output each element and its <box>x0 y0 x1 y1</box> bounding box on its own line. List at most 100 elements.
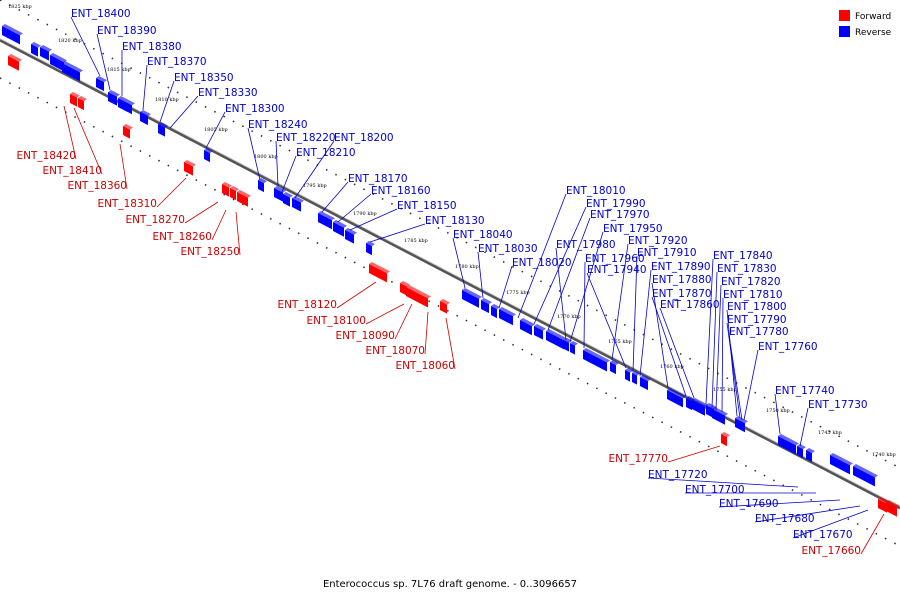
forward-gene[interactable] <box>400 281 410 296</box>
reverse-gene[interactable] <box>118 96 135 115</box>
reverse-gene[interactable] <box>333 220 347 237</box>
gene-label: ENT_17700 <box>685 484 745 496</box>
reverse-gene[interactable] <box>499 307 516 326</box>
reverse-gene[interactable] <box>667 388 686 408</box>
reverse-gene-label: ENT_18150 <box>349 200 457 231</box>
reverse-gene[interactable] <box>583 348 610 372</box>
reverse-gene[interactable] <box>140 110 151 126</box>
gene-label: ENT_18380 <box>122 41 182 53</box>
axis-tick-label: 1760 kbp <box>660 364 684 370</box>
reverse-gene[interactable] <box>108 90 120 106</box>
reverse-gene[interactable] <box>830 453 853 475</box>
reverse-gene[interactable] <box>462 288 482 308</box>
gene-label: ENT_17690 <box>719 498 779 510</box>
axis-tick-label: 1775 kbp <box>506 290 530 296</box>
reverse-gene-label: ENT_17890 <box>639 261 711 377</box>
reverse-gene[interactable] <box>318 211 335 230</box>
forward-gene-label: ENT_18260 <box>152 209 227 243</box>
reverse-gene-label: ENT_17830 <box>711 263 777 409</box>
forward-gene[interactable] <box>406 285 431 308</box>
reverse-gene[interactable] <box>797 444 806 459</box>
gene-label: ENT_18270 <box>125 214 185 226</box>
gene-label: ENT_18250 <box>180 246 240 258</box>
forward-gene-label: ENT_18070 <box>365 311 429 357</box>
reverse-gene-label: ENT_18300 <box>205 103 285 149</box>
reverse-gene-label: ENT_17670 <box>792 509 869 541</box>
reverse-gene[interactable] <box>50 53 67 72</box>
forward-gene[interactable] <box>70 92 80 107</box>
reverse-gene-label: ENT_18200 <box>294 132 394 199</box>
forward-gene[interactable] <box>123 124 133 139</box>
reverse-gene[interactable] <box>520 318 535 336</box>
gene-label: ENT_18420 <box>16 150 76 162</box>
reverse-gene-label: ENT_17860 <box>659 299 720 399</box>
reverse-gene[interactable] <box>625 368 633 382</box>
reverse-gene[interactable] <box>546 329 567 350</box>
gene-label: ENT_17980 <box>556 239 616 251</box>
forward-gene-label: ENT_18410 <box>42 107 103 177</box>
gene-label: ENT_18350 <box>174 72 234 84</box>
reverse-gene[interactable] <box>283 192 293 207</box>
reverse-gene-label: ENT_17970 <box>547 209 650 331</box>
gene-label: ENT_18120 <box>277 299 337 311</box>
reverse-gene[interactable] <box>258 178 267 193</box>
gene-label: ENT_18220 <box>276 132 336 144</box>
reverse-gene[interactable] <box>853 464 878 487</box>
reverse-gene[interactable] <box>570 341 578 355</box>
gene-label: ENT_17870 <box>652 288 712 300</box>
forward-gene[interactable] <box>184 160 196 176</box>
reverse-gene[interactable] <box>2 24 23 45</box>
axis-tick-label: 1785 kbp <box>404 238 428 244</box>
reverse-gene-label: ENT_17980 <box>555 239 616 341</box>
reverse-gene[interactable] <box>204 148 213 163</box>
forward-gene[interactable] <box>440 299 450 314</box>
reverse-gene[interactable] <box>345 228 357 244</box>
reverse-gene[interactable] <box>481 298 492 314</box>
reverse-gene[interactable] <box>366 241 375 256</box>
reverse-gene[interactable] <box>778 434 799 455</box>
reverse-gene[interactable] <box>31 42 41 57</box>
reverse-gene[interactable] <box>62 61 83 82</box>
reverse-gene-label: ENT_18130 <box>369 215 485 243</box>
reverse-gene-label: ENT_17820 <box>715 276 781 411</box>
reverse-gene[interactable] <box>158 122 168 137</box>
reverse-gene[interactable] <box>806 448 815 463</box>
gene-label: ENT_17830 <box>717 263 777 275</box>
reverse-gene[interactable] <box>96 76 107 92</box>
forward-gene[interactable] <box>886 500 900 517</box>
reverse-gene[interactable] <box>640 375 651 391</box>
axis-tick-label: 1745 kbp <box>818 430 842 436</box>
forward-gene[interactable] <box>237 190 251 207</box>
forward-gene[interactable] <box>8 54 22 71</box>
reverse-gene[interactable] <box>491 304 500 319</box>
reverse-gene[interactable] <box>274 186 286 202</box>
gene-label: ENT_18030 <box>478 243 538 255</box>
gene-label: ENT_18060 <box>395 360 455 372</box>
reverse-gene[interactable] <box>40 45 52 61</box>
legend-reverse-swatch <box>839 26 850 37</box>
genome-caption: Enterococcus sp. 7L76 draft genome. - 0.… <box>323 579 577 590</box>
gene-label: ENT_17740 <box>775 385 835 397</box>
forward-gene[interactable] <box>721 432 730 447</box>
forward-gene-label: ENT_18100 <box>306 303 405 327</box>
forward-gene[interactable] <box>78 96 87 111</box>
gene-label: ENT_18040 <box>453 229 513 241</box>
gene-label: ENT_17880 <box>652 274 712 286</box>
gene-label: ENT_17660 <box>801 545 861 557</box>
gene-label: ENT_18370 <box>147 56 207 68</box>
reverse-gene[interactable] <box>534 324 546 340</box>
reverse-gene[interactable] <box>632 371 640 385</box>
forward-gene[interactable] <box>369 262 390 283</box>
gene-label: ENT_17940 <box>587 264 647 276</box>
reverse-gene[interactable] <box>735 416 748 433</box>
reverse-gene-label: ENT_17680 <box>754 505 861 525</box>
forward-gene[interactable] <box>230 186 239 201</box>
gene-label: ENT_17810 <box>723 289 783 301</box>
gene-label: ENT_18200 <box>334 132 394 144</box>
gene-label: ENT_18160 <box>371 185 431 197</box>
reverse-gene[interactable] <box>610 360 619 375</box>
gene-label: ENT_17990 <box>586 198 646 210</box>
genome-axis <box>0 38 900 510</box>
forward-gene[interactable] <box>222 182 232 197</box>
reverse-gene[interactable] <box>692 398 708 416</box>
